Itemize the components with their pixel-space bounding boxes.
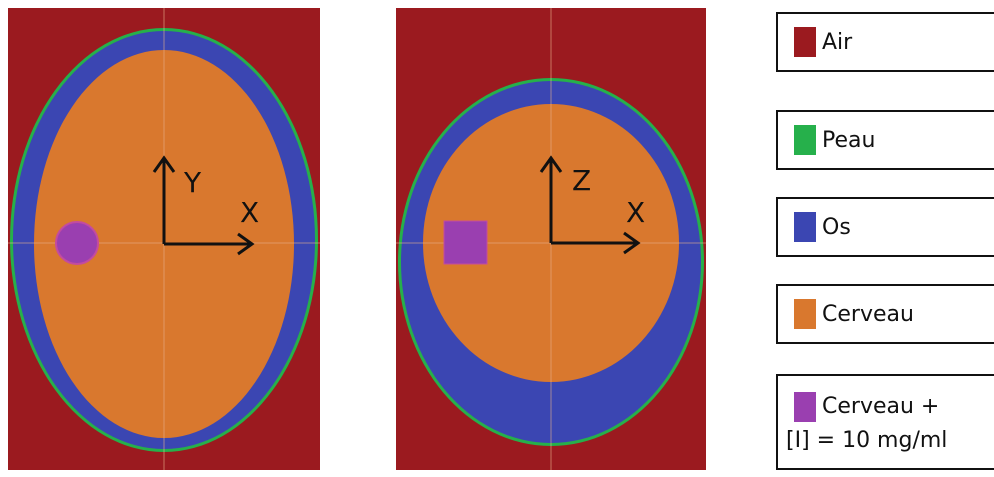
- iodine-insert-circle: [55, 221, 99, 265]
- axis-arrows: [539, 155, 641, 255]
- legend-label: Os: [822, 214, 851, 240]
- legend-item-skin: Peau: [776, 110, 994, 170]
- air-swatch: [794, 27, 816, 57]
- axis-label-horizontal: X: [240, 196, 259, 229]
- iodine-swatch: [794, 391, 816, 422]
- brain-swatch: [794, 299, 816, 329]
- axis-label-vertical: Z: [572, 164, 591, 197]
- axis-label-horizontal: X: [626, 196, 645, 229]
- legend-label: Cerveau: [822, 301, 914, 327]
- legend-label: Cerveau +: [822, 394, 940, 419]
- legend-item-brain: Cerveau: [776, 284, 994, 344]
- legend-label: Air: [822, 29, 853, 55]
- legend-label: Peau: [822, 127, 876, 153]
- bone-swatch: [794, 212, 816, 242]
- axis-label-vertical: Y: [183, 166, 202, 199]
- legend-label-line2: [I] = 10 mg/ml: [786, 427, 948, 453]
- coronal-panel: Z X: [396, 8, 706, 470]
- axis-arrows: [152, 155, 255, 256]
- axial-panel: Y X: [8, 8, 320, 470]
- skin-swatch: [794, 125, 816, 155]
- legend-item-iodine: Cerveau + [I] = 10 mg/ml: [776, 374, 994, 470]
- legend-item-air: Air: [776, 12, 994, 72]
- legend-item-bone: Os: [776, 197, 994, 257]
- iodine-insert-square: [443, 220, 488, 265]
